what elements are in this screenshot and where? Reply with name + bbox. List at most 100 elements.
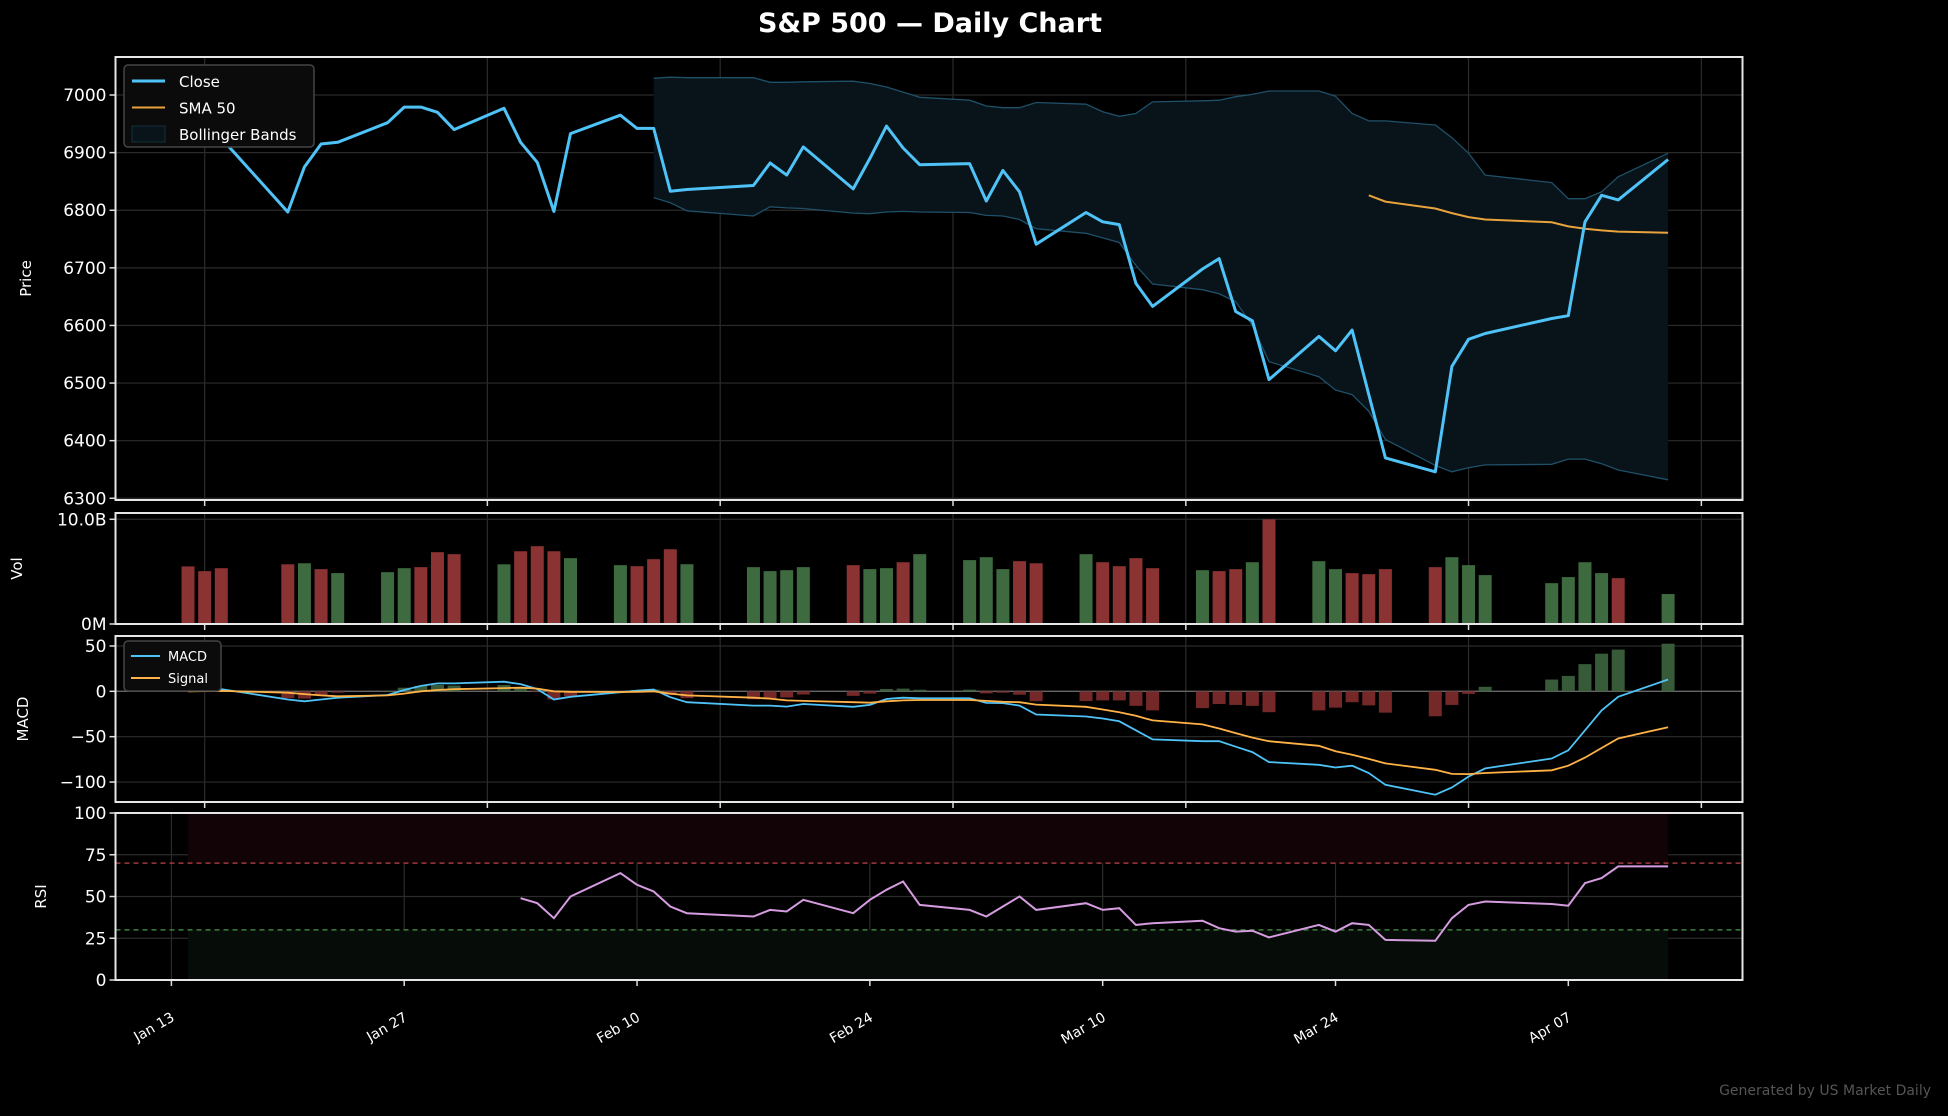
macd-histogram-bar	[1378, 691, 1392, 713]
price-legend: Close SMA 50 Bollinger Bands	[123, 64, 315, 148]
y-tick-label: 6500	[63, 374, 106, 394]
macd-histogram-bar	[1245, 691, 1259, 706]
rsi-axis-label: RSI	[32, 884, 50, 908]
volume-bar	[1611, 578, 1625, 624]
volume-bar	[297, 563, 311, 624]
volume-bar	[497, 564, 511, 624]
macd-line	[187, 678, 1669, 796]
macd-histogram-bar	[547, 691, 561, 700]
volume-bar	[447, 554, 461, 624]
chart-title: S&P 500 — Daily Chart	[758, 8, 1102, 39]
macd-histogram-bar	[414, 685, 428, 692]
macd-histogram-bar	[896, 688, 910, 692]
volume-bar	[281, 564, 295, 624]
volume-bar	[564, 558, 578, 624]
price-panel: 6300 6400 6500 6600 6700 6800 6900 7000 Price Clo…	[17, 56, 1744, 509]
x-tick-label: Feb 24	[827, 1010, 876, 1047]
close-line	[187, 105, 1670, 474]
volume-bar	[663, 549, 677, 624]
volume-bar	[1378, 569, 1392, 624]
macd-histogram-bar	[1462, 691, 1476, 694]
macd-histogram-bar	[314, 691, 328, 696]
macd-histogram-bar	[763, 691, 777, 699]
macd-histogram-bar	[963, 689, 977, 692]
y-tick-label: 6400	[63, 432, 106, 452]
x-tick-label: Jan 27	[363, 1010, 410, 1046]
macd-histogram-bar	[1661, 643, 1675, 692]
volume-bar	[996, 569, 1010, 624]
x-tick-label: Mar 24	[1291, 1010, 1341, 1048]
rsi-panel: 0 25 50 75 100 RSI Jan 13 Jan 27 Feb 10 Feb 24 Mar…	[32, 804, 1744, 1048]
y-tick-label: 0	[96, 971, 107, 991]
volume-bar	[314, 569, 328, 624]
volume-panel: 0M 10.0B Vol	[8, 510, 1744, 635]
axes-frame	[114, 512, 1744, 625]
volume-bar	[1595, 573, 1609, 624]
macd-histogram-bar	[796, 691, 810, 695]
volume-bar	[1578, 562, 1592, 624]
volume-bar	[1096, 562, 1110, 624]
volume-bar	[1345, 573, 1359, 624]
y-tick-label: 10.0B	[57, 510, 107, 530]
volume-bar	[879, 568, 893, 624]
volume-bar	[181, 566, 195, 624]
volume-bar	[397, 568, 411, 624]
macd-axis-label: MACD	[14, 697, 32, 742]
x-tick-label: Feb 10	[594, 1010, 643, 1047]
macd-histogram-bar	[1229, 691, 1243, 705]
volume-bar	[763, 571, 777, 624]
volume-bar	[1245, 562, 1259, 624]
volume-bar	[381, 572, 395, 624]
y-tick-label: 6700	[63, 259, 106, 279]
footer-credit: Generated by US Market Daily	[1719, 1083, 1931, 1099]
macd-histogram-bar	[1129, 691, 1143, 706]
macd-histogram-bar	[1362, 691, 1376, 706]
y-tick-label: 50	[85, 637, 107, 657]
volume-bar	[331, 573, 345, 624]
volume-bar	[414, 567, 428, 624]
y-tick-label: 6600	[63, 316, 106, 336]
volume-bar	[1013, 561, 1027, 624]
macd-histogram-bar	[1079, 691, 1093, 702]
macd-histogram-bar	[1312, 691, 1326, 711]
legend-swatch-bands	[131, 125, 166, 143]
axes-frame	[114, 56, 1744, 501]
macd-histogram-bar	[331, 691, 345, 693]
volume-bar	[1561, 577, 1575, 624]
macd-histogram-bar	[979, 691, 993, 694]
volume-bar	[430, 552, 444, 624]
legend-label: Signal	[168, 672, 208, 687]
volume-bar	[896, 562, 910, 624]
y-tick-label: −50	[71, 728, 107, 748]
volume-bar	[1545, 583, 1559, 624]
volume-bar	[746, 567, 760, 624]
macd-histogram-bar	[1545, 679, 1559, 692]
bollinger-lower-line	[653, 196, 1669, 481]
macd-histogram-bar	[846, 691, 860, 696]
macd-histogram-bar	[1262, 691, 1276, 713]
legend-label: SMA 50	[179, 100, 236, 118]
volume-bar	[647, 559, 661, 624]
y-tick-label: 0	[96, 682, 107, 702]
volume-bar	[1462, 565, 1476, 624]
volume-bar	[1478, 575, 1492, 624]
macd-histogram-bar	[1195, 691, 1209, 709]
axes-frame	[114, 812, 1744, 981]
legend-label: MACD	[168, 650, 207, 665]
y-tick-label: 100	[74, 804, 106, 824]
volume-bar	[1229, 569, 1243, 624]
volume-bar	[1079, 554, 1093, 624]
volume-bar	[198, 571, 212, 624]
volume-bar	[1112, 566, 1126, 624]
macd-histogram-bar	[1029, 691, 1043, 702]
macd-histogram-bar	[1428, 691, 1442, 717]
volume-bar	[979, 557, 993, 624]
legend-box	[123, 64, 315, 148]
macd-histogram-bar	[746, 691, 760, 700]
macd-histogram-bar	[281, 691, 295, 699]
legend-label: Bollinger Bands	[179, 126, 297, 144]
sma50-line	[1368, 194, 1669, 234]
volume-axis-label: Vol	[8, 557, 26, 579]
x-tick-label: Jan 13	[131, 1010, 178, 1046]
